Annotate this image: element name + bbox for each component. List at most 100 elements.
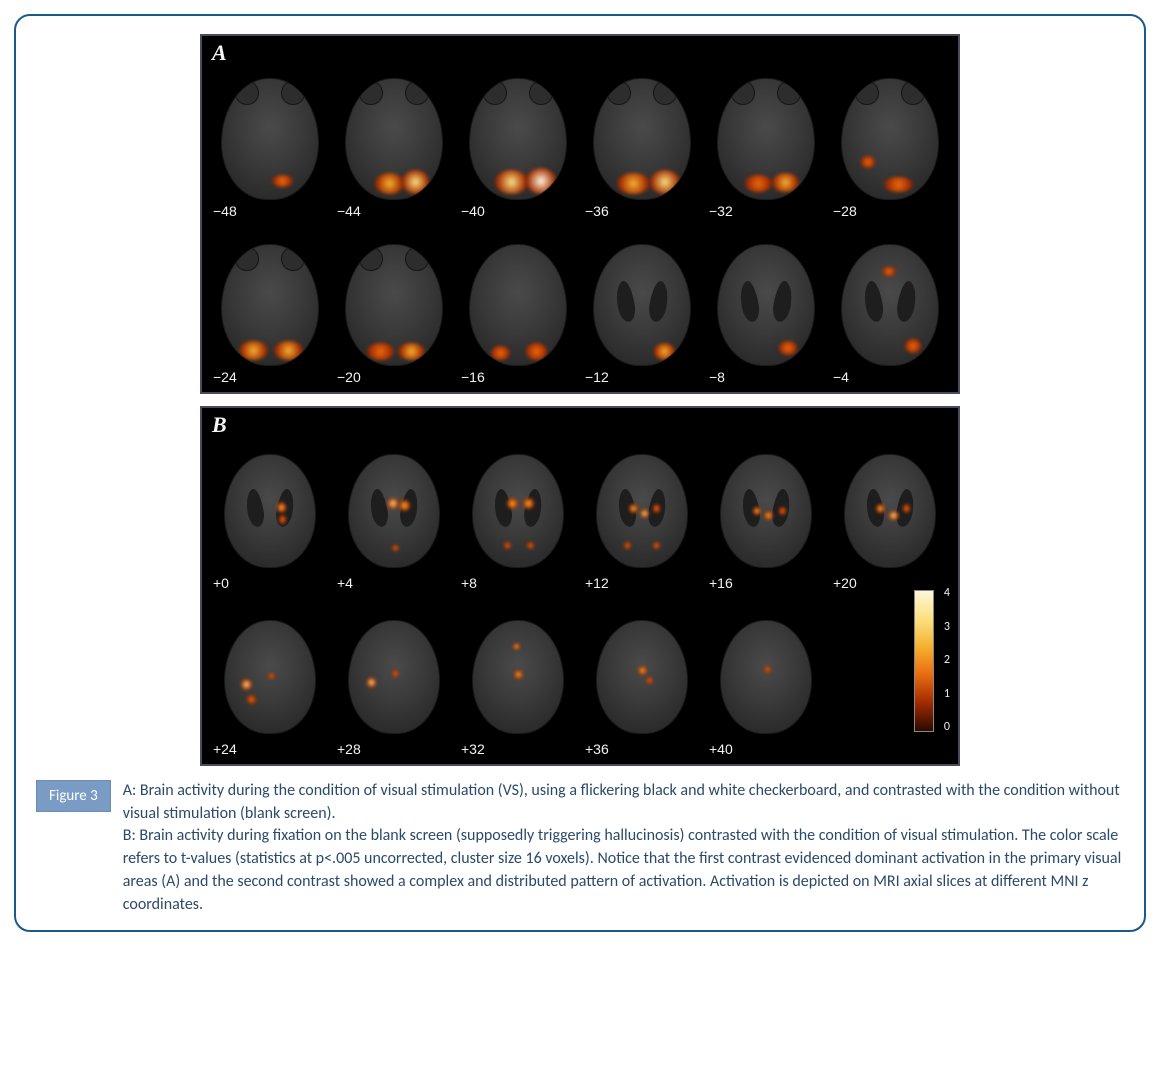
panel-b-slice-grid: +0 +4 +8 +12 +16 +20 +24 +28 +32 +36 +40 [210,430,950,758]
activation-blob [241,679,252,690]
colorbar-tick: 1 [944,687,950,701]
activation-blob [640,509,649,518]
brain-outline [221,78,319,200]
activation-blob [268,673,275,680]
activation-blob [274,341,303,360]
activation-blob [272,175,293,187]
slice-coordinate: +8 [461,575,477,591]
slice-coordinate: −16 [461,369,485,385]
activation-blob [526,168,557,194]
slice-coordinate: −20 [337,369,361,385]
activation-blob [650,170,681,194]
brain-slice: +16 [706,430,826,592]
activation-blob [646,677,653,684]
activation-blob [745,175,772,192]
brain-slice: +36 [582,596,702,758]
activation-blob [387,498,400,509]
brain-outline [844,454,936,568]
brain-slice: −28 [830,58,950,220]
brain-outline [596,620,688,734]
slice-coordinate: −40 [461,203,485,219]
activation-blob [523,498,534,509]
colorbar-tick: 0 [944,720,950,734]
panels-container: A −48−44−40−36−32−28−24−20−16−12−8−4 B +… [36,34,1124,766]
activation-blob [653,542,660,549]
caption-line-a: A: Brain activity during the condition o… [123,780,1124,825]
activation-blob [527,542,534,549]
activation-blob [513,643,520,650]
brain-outline [720,620,812,734]
brain-slice: −32 [706,58,826,220]
activation-blob [526,343,547,360]
brain-outline [593,244,691,366]
activation-blob [882,267,895,277]
brain-slice: +40 [706,596,826,758]
brain-slice: −48 [210,58,330,220]
brain-outline [469,78,567,200]
brain-slice: −24 [210,224,330,386]
brain-outline [224,454,316,568]
brain-outline [472,454,564,568]
slice-coordinate: +40 [709,741,733,757]
activation-blob [861,156,874,168]
colorbar-gradient [914,590,934,732]
colorbar-tick: 2 [944,653,950,667]
activation-blob [779,507,786,516]
slice-coordinate: −36 [585,203,609,219]
activation-blob [638,666,647,675]
activation-blob [239,341,268,360]
brain-outline [593,78,691,200]
activation-blob [402,170,429,194]
brain-outline [221,244,319,366]
brain-outline [717,244,815,366]
activation-blob [617,173,650,195]
colorbar: 43210 [914,590,936,730]
slice-coordinate: −44 [337,203,361,219]
activation-blob [654,343,675,360]
brain-slice: −8 [706,224,826,386]
brain-slice: +0 [210,430,330,592]
slice-coordinate: +16 [709,575,733,591]
colorbar-ticks: 43210 [944,586,950,734]
activation-blob [779,341,796,355]
activation-blob [367,343,394,360]
brain-outline [841,244,939,366]
slice-coordinate: +28 [337,741,361,757]
panel-a-slice-grid: −48 −44 −40 −36 −32−28 −24 −20 −16 −12 −8 −4 [210,58,950,386]
brain-slice: +32 [458,596,578,758]
slice-coordinate: +20 [833,575,857,591]
brain-slice: +20 [830,430,950,592]
brain-slice: −36 [582,58,702,220]
slice-coordinate: +32 [461,741,485,757]
brain-slice: +28 [334,596,454,758]
brain-outline [224,620,316,734]
slice-coordinate: −24 [213,369,237,385]
brain-slice: +8 [458,430,578,592]
brain-slice: +12 [582,430,702,592]
slice-coordinate: −12 [585,369,609,385]
brain-slice: −20 [334,224,454,386]
activation-blob [629,504,638,513]
brain-slice: +4 [334,430,454,592]
activation-blob [495,170,528,194]
activation-blob [888,511,899,520]
activation-blob [392,670,399,677]
brain-slice: +24 [210,596,330,758]
slice-coordinate: +12 [585,575,609,591]
slice-coordinate: +24 [213,741,237,757]
activation-blob [514,670,523,679]
activation-blob [398,343,425,360]
brain-outline [720,454,812,568]
brain-outline [345,244,443,366]
activation-blob [905,339,920,353]
brain-slice: −4 [830,224,950,386]
figure-frame: A −48−44−40−36−32−28−24−20−16−12−8−4 B +… [14,14,1146,932]
panel-a: A −48−44−40−36−32−28−24−20−16−12−8−4 [200,34,960,394]
slice-coordinate: −4 [833,369,849,385]
brain-slice: −44 [334,58,454,220]
activation-blob [504,542,511,549]
brain-outline [348,620,440,734]
brain-slice: −16 [458,224,578,386]
slice-coordinate: +4 [337,575,353,591]
brain-outline [472,620,564,734]
